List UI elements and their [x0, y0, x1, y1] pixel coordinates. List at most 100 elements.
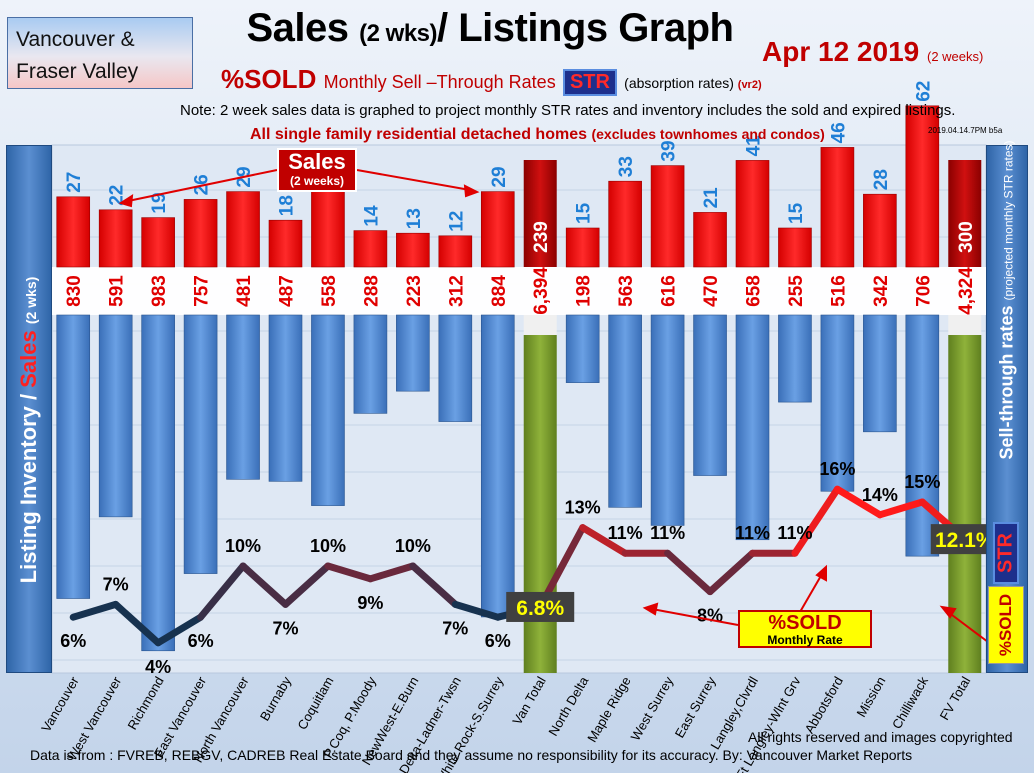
str-label: 7% — [272, 618, 298, 638]
inventory-bar — [650, 314, 685, 526]
sales-callout-small: (2 weeks) — [289, 174, 345, 188]
inventory-bar — [608, 314, 642, 508]
right-label-small: (projected monthly STR rates) — [1001, 140, 1016, 301]
str-label: 13% — [565, 498, 601, 518]
inventory-label: 983 — [149, 275, 170, 307]
sales-bar — [735, 160, 770, 268]
sales-label: 239 — [531, 221, 552, 253]
sales-label: 300 — [956, 221, 977, 253]
right-axis-band — [986, 145, 1028, 673]
left-axis-label: Listing Inventory / Sales (2 wks) — [16, 277, 42, 584]
inventory-bar — [183, 314, 218, 574]
inventory-label: 223 — [404, 275, 425, 307]
inventory-label: 516 — [828, 275, 849, 307]
sales-bar — [863, 193, 897, 268]
inventory-label: 757 — [192, 275, 213, 307]
str-line-segment — [876, 498, 926, 519]
sales-bar — [650, 165, 685, 268]
inventory-bar — [735, 314, 770, 541]
sales-bar — [268, 219, 303, 268]
sales-label: 33 — [616, 156, 637, 177]
inventory-bar-total — [523, 335, 557, 673]
inventory-bar — [141, 314, 175, 652]
inventory-label: 6,394 — [531, 267, 552, 315]
report-date: Apr 12 2019 (2 weeks) — [762, 36, 983, 68]
sales-label: 39 — [659, 140, 680, 161]
inventory-bar-total-cap — [948, 315, 982, 335]
inventory-label: 255 — [786, 275, 807, 307]
sales-callout-big: Sales — [288, 149, 346, 174]
inventory-bar — [480, 314, 515, 618]
str-vertical-badge: STR — [993, 522, 1019, 584]
title-rest: / Listings Graph — [437, 6, 734, 50]
region-box: Vancouver & Fraser Valley — [7, 17, 193, 89]
str-label: 15% — [904, 472, 940, 492]
inventory-label: 288 — [361, 275, 382, 307]
str-line-segment — [664, 549, 714, 596]
sales-label: 18 — [277, 195, 298, 216]
str-label: 10% — [225, 536, 261, 556]
sold-vertical-text: %SOLD — [996, 593, 1015, 657]
sales-label: 28 — [871, 169, 892, 190]
str-label: 6% — [60, 631, 86, 651]
str-label: 11% — [650, 523, 685, 543]
str-label: 6% — [188, 631, 214, 651]
sales-label: 13 — [404, 208, 425, 229]
sales-label: 12 — [446, 211, 467, 232]
str-line-segment — [706, 549, 756, 596]
date-main: Apr 12 2019 — [762, 36, 920, 67]
inventory-bar — [778, 314, 812, 403]
str-line-segment — [197, 562, 247, 621]
sales-bar — [820, 147, 855, 268]
sales-bar — [226, 191, 260, 268]
version-tag: (vr2) — [737, 79, 762, 91]
right-label-main: Sell-through rates — [996, 305, 1017, 460]
str-total-box — [506, 591, 575, 622]
inventory-bar — [565, 314, 600, 383]
subtitle-rest: Monthly Sell –Through Rates — [323, 72, 556, 92]
str-label: 14% — [862, 485, 898, 505]
absorption-note: (absorption rates) (vr2) — [624, 75, 761, 91]
str-label: 9% — [357, 593, 383, 613]
str-line-segment — [69, 600, 120, 621]
inventory-label: 558 — [319, 275, 340, 307]
region-line-1: Vancouver & — [16, 28, 135, 51]
sales-bar — [141, 217, 175, 268]
str-line-segment — [579, 524, 629, 557]
inventory-bar-total-cap — [523, 315, 557, 335]
sales-callout: Sales (2 weeks) — [277, 148, 357, 192]
str-vertical-text: STR — [994, 533, 1017, 573]
inventory-bar — [905, 314, 940, 557]
sales-bar — [608, 180, 642, 268]
inventory-label: 487 — [277, 275, 298, 307]
inventory-bar — [353, 314, 388, 414]
all-sf-main: All single family residential detached h… — [250, 126, 587, 143]
left-axis-band — [6, 145, 52, 673]
str-line-segment — [154, 613, 205, 647]
sales-bar — [905, 105, 940, 268]
inventory-label: 4,324 — [956, 267, 977, 315]
inventory-bar — [438, 314, 473, 422]
inventory-bar — [268, 314, 303, 482]
sales-bar — [480, 191, 515, 268]
str-line-segment — [324, 562, 374, 583]
date-small: (2 weeks) — [927, 49, 984, 64]
all-sf-small: (excludes townhomes and condos) — [591, 126, 825, 142]
chart-title: Sales (2 wks)/ Listings Graph — [220, 6, 760, 51]
left-label-part1: Listing Inventory / — [16, 393, 41, 584]
sales-label: 62 — [913, 81, 934, 102]
str-line-segment — [239, 562, 289, 608]
str-line-segment — [451, 600, 502, 621]
str-line-segment — [791, 485, 841, 557]
sales-label: 22 — [107, 185, 128, 206]
sold-callout-big: %SOLD — [768, 612, 842, 634]
str-label: 11% — [777, 523, 812, 543]
str-line-segment — [409, 562, 459, 608]
inventory-label: 198 — [574, 275, 595, 307]
sales-label: 19 — [149, 192, 170, 213]
inventory-bar — [56, 314, 91, 599]
inventory-bar-total — [948, 335, 982, 673]
timestamp: 2019.04.14.7PM b5a — [928, 126, 1003, 135]
chart-subtitle: %SOLD Monthly Sell –Through Rates STR (a… — [221, 64, 762, 96]
